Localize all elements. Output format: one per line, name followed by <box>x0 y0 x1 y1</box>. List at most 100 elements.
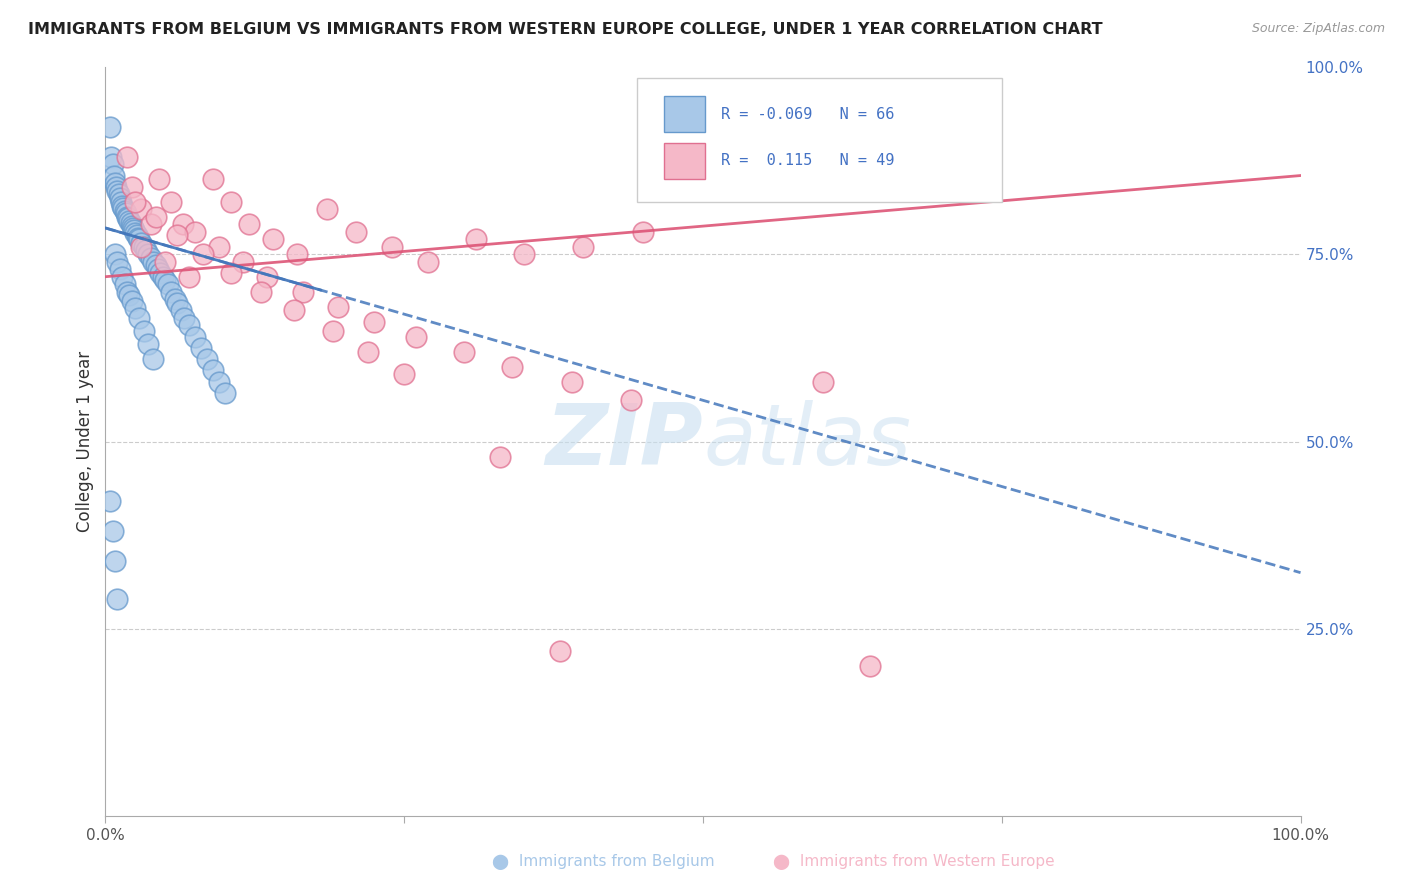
Point <box>115 150 138 164</box>
Point <box>107 254 129 268</box>
Point <box>464 232 488 246</box>
Point <box>184 329 207 343</box>
Point <box>114 277 136 292</box>
Point <box>114 203 136 218</box>
Point <box>124 194 146 209</box>
Point <box>129 235 153 250</box>
Point <box>418 254 440 268</box>
Point <box>208 375 231 389</box>
Point <box>489 450 512 464</box>
FancyBboxPatch shape <box>664 96 706 132</box>
Point <box>160 194 183 209</box>
Point <box>283 303 305 318</box>
Point <box>859 659 882 673</box>
Point <box>118 213 141 227</box>
Point <box>170 303 193 318</box>
Text: ⬤  Immigrants from Belgium: ⬤ Immigrants from Belgium <box>492 854 714 870</box>
Point <box>232 254 254 268</box>
Point <box>262 232 284 246</box>
Point <box>117 211 139 226</box>
Point <box>177 269 201 284</box>
Text: ZIP: ZIP <box>546 400 703 483</box>
Point <box>132 240 155 254</box>
Point <box>152 269 174 284</box>
Point <box>118 288 141 302</box>
Point <box>105 179 128 194</box>
Point <box>357 344 380 359</box>
Point <box>107 187 129 202</box>
Point <box>346 225 368 239</box>
Point <box>111 198 134 212</box>
Point <box>115 210 138 224</box>
Point <box>139 251 162 265</box>
Point <box>107 184 129 198</box>
Point <box>513 247 536 261</box>
Point <box>202 172 225 186</box>
Point <box>128 310 150 325</box>
Point <box>100 150 122 164</box>
Point <box>219 194 242 209</box>
Point <box>321 324 344 338</box>
Point <box>104 247 127 261</box>
Point <box>98 120 121 134</box>
Point <box>392 367 416 381</box>
Point <box>208 240 231 254</box>
Point <box>153 254 177 268</box>
Point <box>107 591 129 606</box>
Point <box>811 375 834 389</box>
Point <box>146 262 169 277</box>
Point <box>142 254 165 268</box>
Point <box>633 225 655 239</box>
Point <box>250 285 273 299</box>
Text: ⬤  Immigrants from Western Europe: ⬤ Immigrants from Western Europe <box>773 854 1054 870</box>
Point <box>148 172 170 186</box>
Point <box>202 363 225 377</box>
Point <box>142 352 165 367</box>
Point <box>285 247 308 261</box>
Point <box>124 226 146 240</box>
Point <box>363 315 385 329</box>
Point <box>620 393 643 408</box>
Point <box>195 352 218 367</box>
Point <box>315 202 337 217</box>
Point <box>405 329 427 343</box>
Point <box>108 262 131 277</box>
Point <box>291 285 314 299</box>
Text: R =  0.115   N = 49: R = 0.115 N = 49 <box>721 153 894 168</box>
Point <box>214 385 236 400</box>
Point <box>110 194 132 209</box>
Point <box>166 296 188 310</box>
Point <box>238 217 260 231</box>
Point <box>108 191 131 205</box>
Point <box>103 169 125 183</box>
Point <box>115 285 138 299</box>
Point <box>121 219 143 233</box>
Point <box>135 244 157 258</box>
Point <box>104 176 127 190</box>
Point <box>101 524 124 539</box>
Point <box>256 269 278 284</box>
Point <box>121 179 143 194</box>
Point <box>122 221 145 235</box>
Point <box>112 201 135 215</box>
Point <box>124 301 146 315</box>
Point <box>219 266 242 280</box>
Point <box>145 259 167 273</box>
Point <box>138 337 160 351</box>
Point <box>120 216 142 230</box>
Point <box>121 293 143 308</box>
Text: atlas: atlas <box>703 400 911 483</box>
Text: Source: ZipAtlas.com: Source: ZipAtlas.com <box>1251 22 1385 36</box>
Point <box>572 240 595 254</box>
Point <box>453 344 475 359</box>
Point <box>132 324 155 338</box>
Point <box>184 225 207 239</box>
Point <box>139 217 162 231</box>
Point <box>129 202 153 217</box>
Point <box>190 341 212 355</box>
Y-axis label: College, Under 1 year: College, Under 1 year <box>76 351 94 533</box>
Point <box>145 210 167 224</box>
Point <box>548 644 571 658</box>
Point <box>501 359 523 374</box>
Text: IMMIGRANTS FROM BELGIUM VS IMMIGRANTS FROM WESTERN EUROPE COLLEGE, UNDER 1 YEAR : IMMIGRANTS FROM BELGIUM VS IMMIGRANTS FR… <box>28 22 1102 37</box>
